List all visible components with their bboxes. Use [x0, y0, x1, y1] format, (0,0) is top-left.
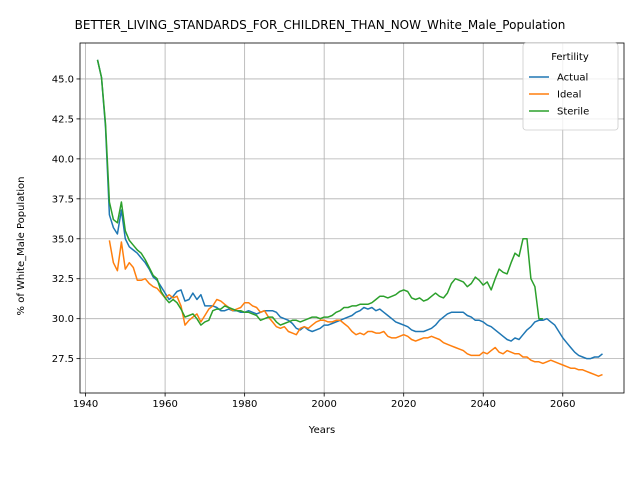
legend: Fertility Actual Ideal Sterile	[522, 42, 619, 131]
x-axis-label: Years	[308, 425, 335, 436]
y-tick-label: 37.5	[52, 194, 74, 205]
x-tick-label: 2020	[391, 399, 416, 410]
legend-label-actual: Actual	[557, 73, 588, 84]
series-lines	[96, 59, 603, 377]
legend-box	[522, 42, 619, 131]
x-tick-label: 2000	[311, 399, 336, 410]
x-tick-label: 1980	[232, 399, 257, 410]
x-tick-label: 1940	[73, 399, 98, 410]
legend-title: Fertility	[551, 52, 589, 63]
y-axis-label: % of White_Male Population	[16, 177, 27, 316]
plot-frame	[79, 42, 625, 394]
series-line-ideal	[108, 240, 603, 377]
series-line-actual	[96, 59, 603, 360]
x-axis-ticks: 1940 1960 1980 2000 2020 2040 2060	[73, 393, 575, 410]
y-tick-label: 35.0	[52, 234, 74, 245]
x-tick-label: 2040	[471, 399, 496, 410]
y-tick-label: 32.5	[52, 274, 74, 285]
y-tick-label: 40.0	[52, 154, 74, 165]
legend-label-sterile: Sterile	[557, 107, 589, 118]
y-tick-label: 30.0	[52, 314, 74, 325]
y-axis-ticks: 27.5 30.0 32.5 35.0 37.5 40.0 42.5 45.0	[52, 74, 80, 365]
y-tick-label: 42.5	[52, 114, 74, 125]
series-line-sterile	[96, 59, 543, 326]
chart-title: BETTER_LIVING_STANDARDS_FOR_CHILDREN_THA…	[75, 18, 566, 32]
x-tick-label: 2060	[550, 399, 575, 410]
y-tick-label: 45.0	[52, 74, 74, 85]
x-tick-label: 1960	[152, 399, 177, 410]
legend-label-ideal: Ideal	[557, 90, 581, 101]
y-tick-label: 27.5	[52, 354, 74, 365]
legend-entries: Actual Ideal Sterile	[529, 73, 589, 118]
